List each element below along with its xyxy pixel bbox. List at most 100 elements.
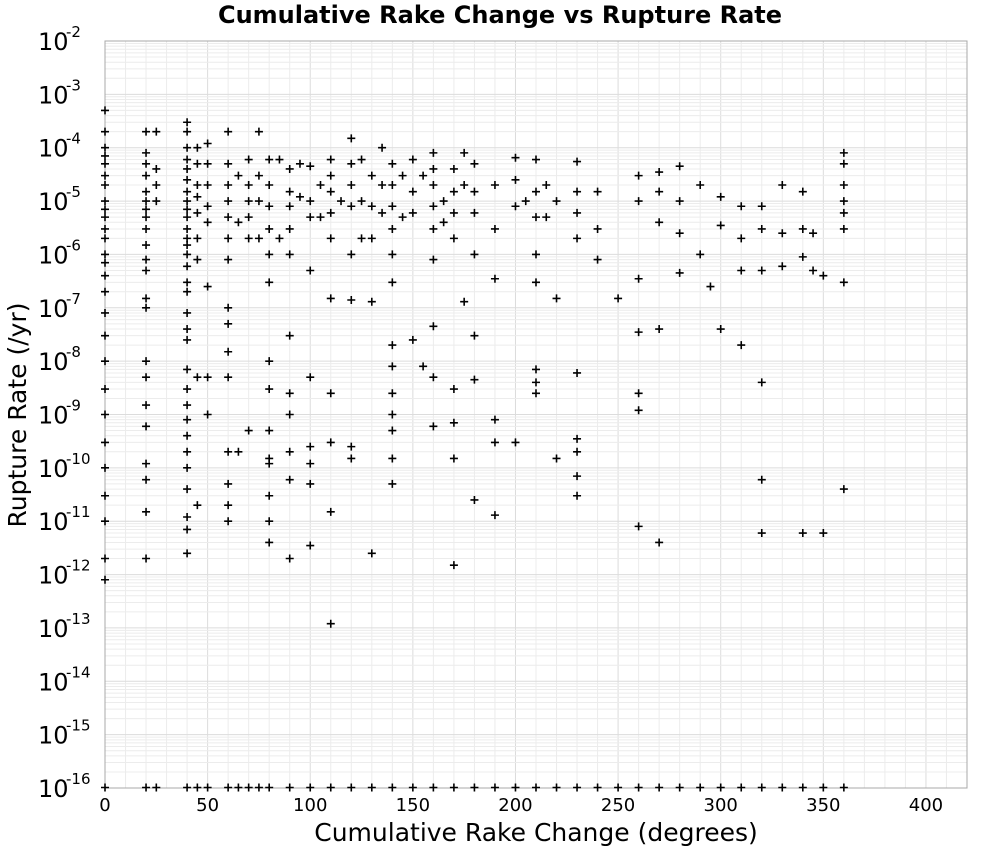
data-point: [675, 162, 684, 171]
data-point: [367, 202, 376, 211]
data-point: [306, 459, 315, 468]
data-point: [778, 783, 787, 792]
data-point: [757, 475, 766, 484]
data-point: [183, 175, 192, 184]
data-point: [552, 454, 561, 463]
data-point: [183, 512, 192, 521]
y-tick-label: 10-10: [38, 450, 91, 483]
y-tick-label: 10-11: [38, 503, 91, 536]
data-point: [142, 507, 151, 516]
x-tick-label: 0: [99, 795, 110, 816]
y-tick-base: 10: [38, 135, 69, 163]
data-point: [183, 241, 192, 250]
data-point: [224, 347, 233, 356]
data-point: [306, 373, 315, 382]
data-point: [388, 159, 397, 168]
grid: [105, 41, 967, 788]
data-point: [573, 208, 582, 217]
data-point: [460, 181, 469, 190]
y-tick-exponent: -11: [66, 503, 91, 521]
data-point: [532, 389, 540, 398]
data-point: [265, 491, 274, 500]
data-point: [183, 401, 192, 410]
data-point: [429, 373, 438, 382]
y-tick-base: 10: [38, 775, 69, 803]
data-point: [275, 155, 284, 164]
data-point: [490, 783, 499, 792]
data-point: [254, 783, 263, 792]
data-point: [193, 143, 202, 152]
data-point: [532, 278, 540, 287]
data-point: [224, 255, 233, 264]
x-axis-ticks: 0 50 100 150 200 250 300 350 400: [99, 795, 943, 816]
data-point: [326, 171, 335, 180]
data-point: [101, 205, 109, 214]
data-point: [295, 159, 304, 168]
data-point: [367, 171, 376, 180]
y-axis-label: Rupture Rate (/yr): [3, 303, 32, 528]
data-point: [285, 224, 294, 233]
data-point: [101, 491, 109, 500]
data-point: [152, 127, 161, 136]
data-point: [183, 234, 192, 243]
data-point: [152, 783, 161, 792]
data-point: [737, 783, 746, 792]
data-point: [378, 208, 387, 217]
data-point: [532, 187, 540, 196]
data-point: [275, 234, 284, 243]
data-point: [419, 362, 428, 371]
data-point: [183, 463, 192, 472]
data-point: [142, 422, 151, 431]
data-point: [183, 485, 192, 494]
data-point: [152, 164, 161, 173]
data-point: [101, 213, 109, 222]
x-tick-label: 100: [293, 795, 327, 816]
data-point: [388, 278, 397, 287]
data-point: [142, 159, 151, 168]
data-point: [101, 575, 109, 584]
data-point: [224, 234, 233, 243]
data-point: [101, 181, 109, 190]
y-tick-base: 10: [38, 28, 69, 56]
data-point: [193, 501, 202, 510]
y-tick-label: 10-3: [38, 76, 81, 109]
data-point: [357, 197, 366, 206]
data-point: [388, 783, 397, 792]
data-point: [532, 155, 540, 164]
data-point: [285, 187, 294, 196]
data-point: [183, 447, 192, 456]
data-point: [152, 181, 161, 190]
data-point: [552, 783, 561, 792]
data-point: [265, 783, 274, 792]
data-point: [347, 181, 356, 190]
data-point: [593, 255, 602, 264]
data-point: [655, 168, 664, 177]
data-point: [285, 202, 294, 211]
data-point: [429, 181, 438, 190]
y-tick-base: 10: [38, 722, 69, 750]
data-point: [254, 171, 263, 180]
x-axis-label: Cumulative Rake Change (degrees): [314, 818, 758, 847]
data-point: [655, 783, 664, 792]
data-point: [101, 258, 109, 267]
data-point: [573, 434, 582, 443]
data-point: [490, 415, 499, 424]
data-point: [819, 271, 828, 280]
data-point: [183, 278, 192, 287]
data-point: [449, 783, 458, 792]
data-point: [737, 266, 746, 275]
y-tick-label: 10-4: [38, 130, 81, 163]
data-point: [408, 208, 417, 217]
data-point: [183, 325, 192, 334]
data-point: [183, 143, 192, 152]
data-point: [285, 554, 294, 563]
y-tick-base: 10: [38, 295, 69, 323]
data-point: [224, 447, 233, 456]
data-point: [316, 181, 325, 190]
data-point: [224, 517, 233, 526]
data-point: [142, 197, 151, 206]
data-point: [347, 134, 356, 143]
data-point: [224, 319, 233, 328]
data-point: [101, 331, 109, 340]
data-point: [716, 325, 725, 334]
